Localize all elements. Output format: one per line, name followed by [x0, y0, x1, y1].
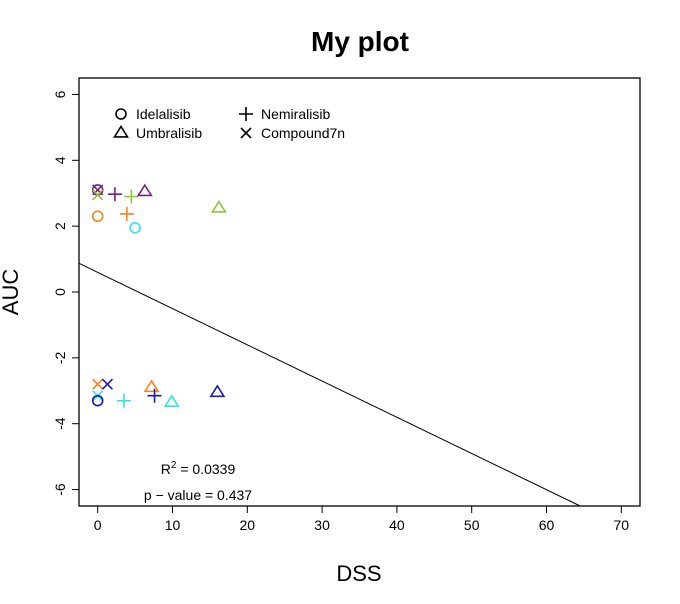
y-axis: -6 -4 -2 0 2 4 6 [52, 90, 79, 496]
regression-line [78, 262, 581, 507]
y-tick-label: 0 [52, 288, 68, 296]
data-point-cross [92, 378, 104, 390]
chart-title: My plot [311, 26, 409, 57]
data-point-plus [147, 388, 162, 403]
y-tick-label: -4 [52, 417, 68, 430]
data-point-triangle [163, 394, 180, 407]
regression-line-group [78, 262, 581, 507]
legend-label: Nemiralisib [261, 106, 330, 122]
data-point-triangle [209, 384, 226, 398]
legend-label: Umbralisib [136, 125, 202, 141]
data-point-cross [101, 378, 113, 390]
legend: Idelalisib Nemiralisib Umbralisib Compound7… [113, 106, 345, 141]
data-point-triangle [210, 200, 227, 213]
y-tick-label: 6 [52, 90, 68, 98]
r-squared-symbol: R [161, 461, 171, 477]
x-tick-label: 30 [314, 517, 330, 533]
x-tick-label: 10 [165, 517, 181, 533]
data-point-plus [124, 189, 139, 204]
legend-marker-cross [240, 127, 252, 139]
data-point-circle [129, 222, 141, 234]
y-tick-label: 2 [52, 222, 68, 230]
x-tick-label: 60 [539, 517, 555, 533]
data-point-plus [119, 206, 134, 221]
x-tick-label: 0 [94, 517, 102, 533]
data-point-triangle [143, 379, 160, 393]
x-tick-label: 70 [614, 517, 630, 533]
legend-marker-circle [115, 108, 127, 120]
x-axis-label: DSS [336, 561, 381, 586]
y-tick-label: -6 [52, 483, 68, 496]
r-squared-exponent: 2 [171, 460, 177, 471]
data-points [91, 183, 227, 408]
legend-marker-triangle [113, 124, 129, 138]
data-point-plus [116, 393, 131, 408]
x-tick-label: 50 [464, 517, 480, 533]
legend-label: Idelalisib [136, 106, 191, 122]
p-value-annotation: p − value = 0.437 [144, 487, 252, 503]
y-tick-label: -2 [52, 351, 68, 364]
y-axis-label: AUC [0, 269, 23, 316]
data-point-cross [92, 184, 104, 196]
data-point-circle [91, 210, 104, 223]
x-tick-label: 20 [240, 517, 256, 533]
x-tick-label: 40 [389, 517, 405, 533]
legend-label: Compound7n [261, 125, 345, 141]
x-axis: 0 10 20 30 40 50 60 70 [94, 506, 629, 533]
r-squared-annotation: R2 = 0.0339 [161, 460, 236, 477]
plot-frame [78, 77, 641, 507]
data-point-triangle [136, 183, 153, 197]
r-squared-value: = 0.0339 [176, 461, 235, 477]
data-point-cross [92, 189, 104, 201]
y-tick-label: 4 [52, 156, 68, 164]
legend-marker-plus [239, 107, 253, 121]
data-point-plus [107, 187, 122, 202]
data-point-circle [91, 394, 104, 407]
